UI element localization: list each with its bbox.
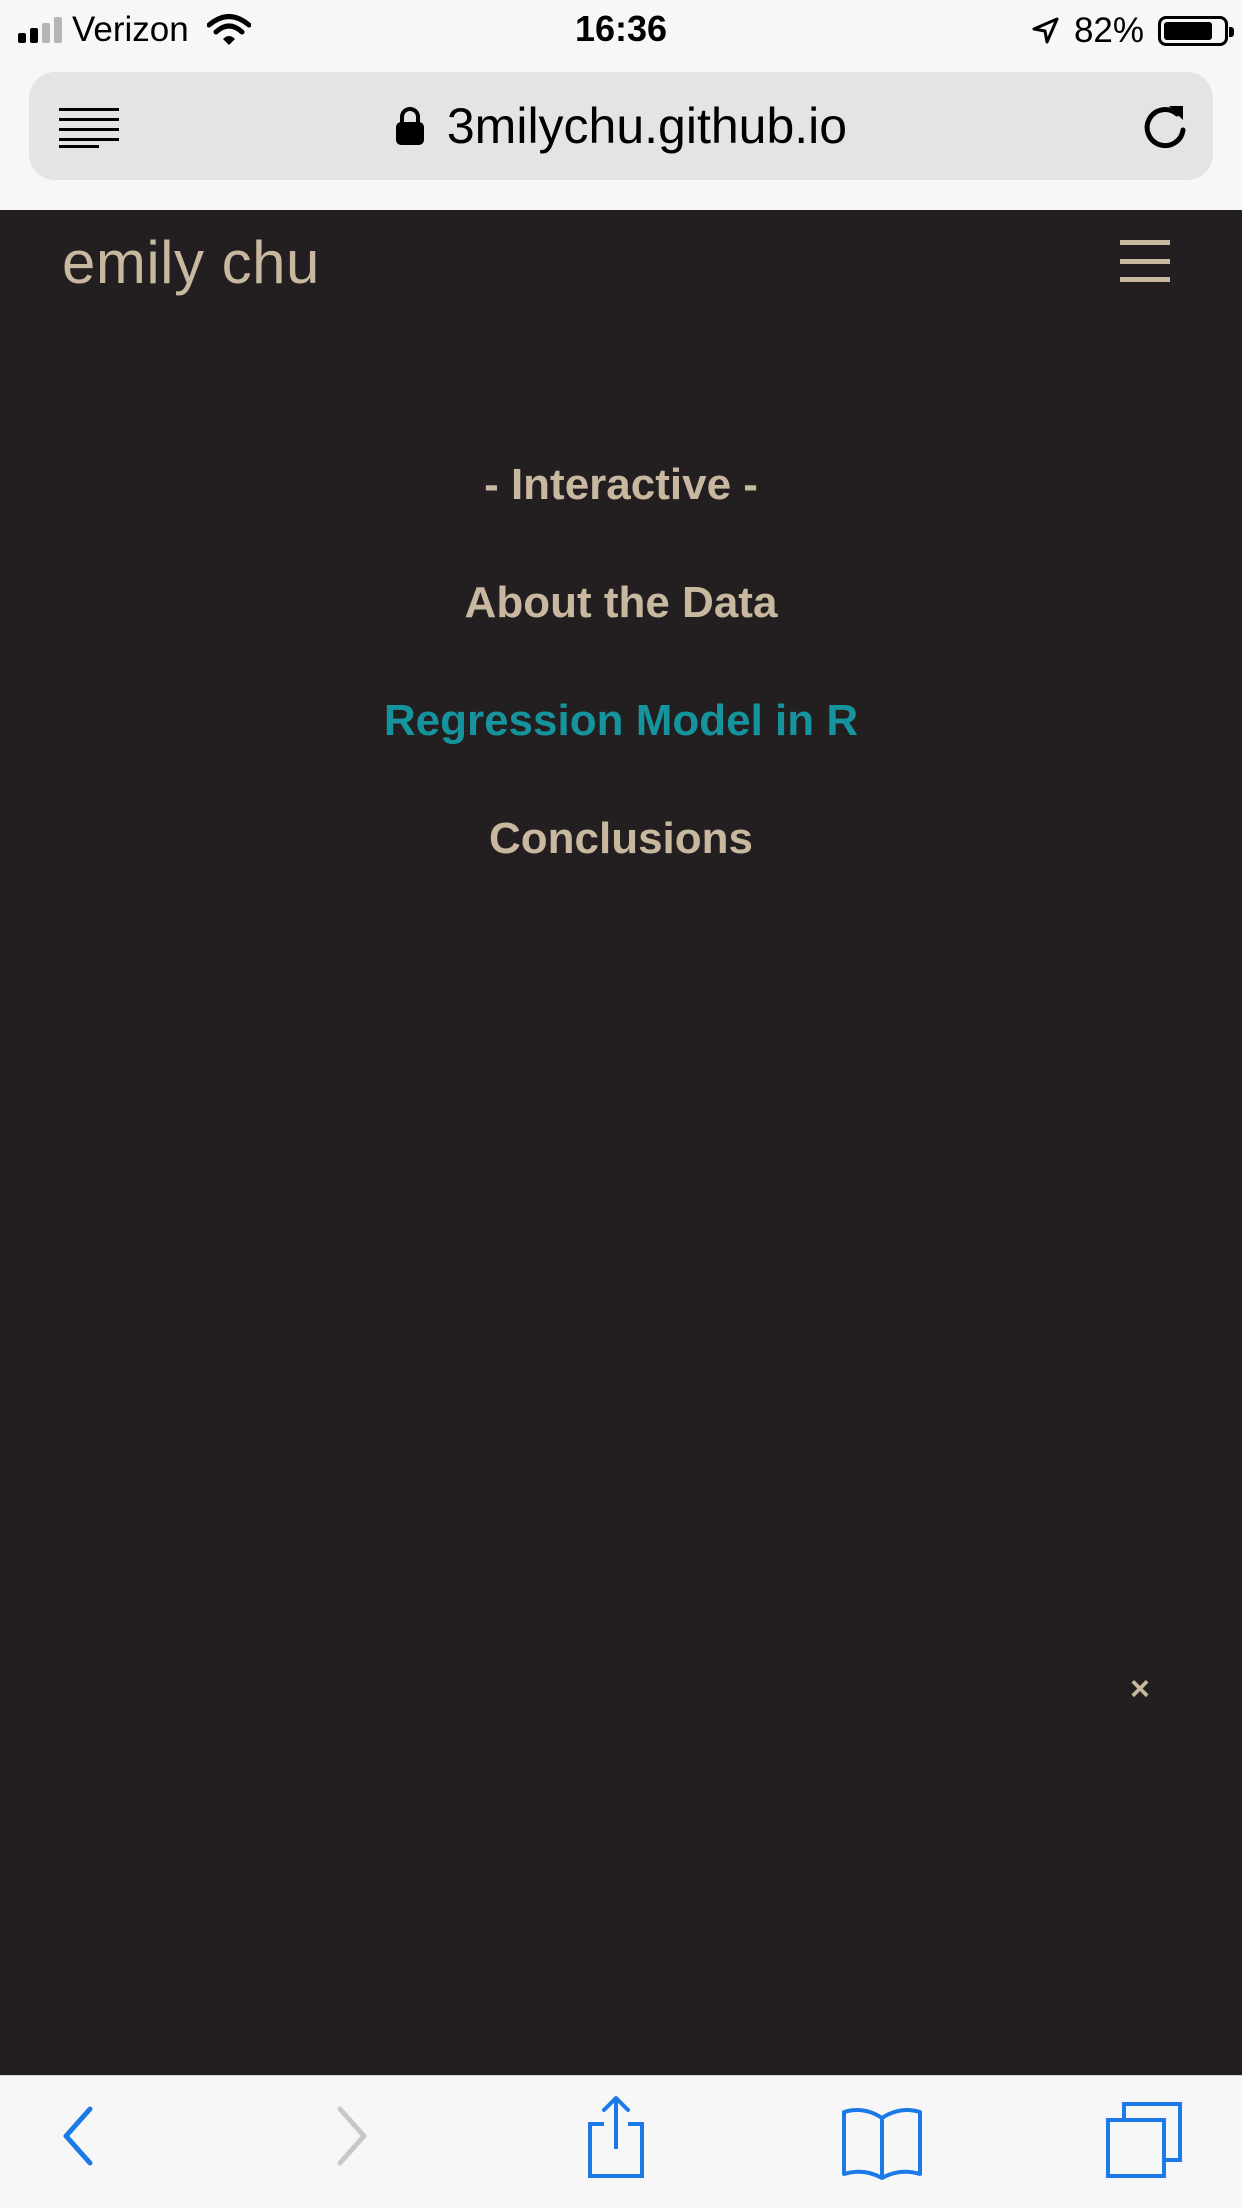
url-display[interactable]: 3milychu.github.io [29, 72, 1213, 180]
battery-fill [1164, 22, 1212, 40]
browser-url-area: 3milychu.github.io [0, 62, 1242, 210]
nav-item-interactive[interactable]: - Interactive - [484, 460, 758, 509]
reload-icon[interactable] [1139, 100, 1191, 154]
nav-item-about-the-data[interactable]: About the Data [464, 578, 778, 627]
address-bar[interactable]: 3milychu.github.io [29, 72, 1213, 180]
url-text: 3milychu.github.io [446, 98, 848, 154]
reader-view-icon[interactable] [57, 106, 121, 148]
carrier-group: Verizon [18, 10, 251, 50]
close-menu-button[interactable]: × [1130, 1670, 1150, 1708]
share-icon[interactable] [584, 2094, 648, 2180]
clock: 16:36 [574, 8, 668, 49]
lock-icon [395, 107, 424, 145]
nav-item-conclusions[interactable]: Conclusions [488, 814, 754, 863]
battery-percent: 82% [1073, 11, 1144, 50]
forward-icon[interactable] [332, 2101, 372, 2171]
location-arrow-icon [1032, 17, 1059, 44]
status-right-group: 82% [1030, 10, 1234, 52]
tabs-icon[interactable] [1104, 2100, 1184, 2180]
wifi-icon [206, 14, 251, 45]
carrier-name: Verizon [72, 10, 189, 49]
status-bar: Verizon 16:36 82% [0, 0, 1242, 62]
back-icon[interactable] [58, 2101, 98, 2171]
bookmarks-icon[interactable] [840, 2104, 924, 2180]
nav-item-regression-model[interactable]: Regression Model in R [383, 696, 859, 745]
signal-icon [18, 17, 62, 43]
battery-icon [1158, 16, 1234, 46]
site-content: emily chu - Interactive - About the Data… [0, 210, 1242, 2075]
browser-toolbar [0, 2075, 1242, 2208]
hamburger-icon[interactable] [1120, 230, 1170, 282]
site-brand[interactable]: emily chu [62, 229, 320, 296]
battery-cap [1229, 27, 1234, 37]
